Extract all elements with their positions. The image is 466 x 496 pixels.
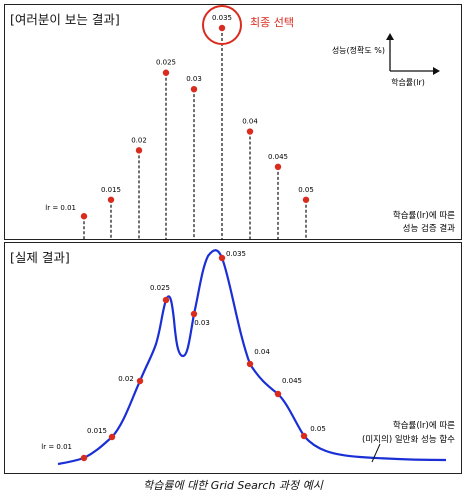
curve-label-0: lr = 0.01 — [41, 443, 72, 451]
curve-label-4: 0.03 — [194, 319, 210, 327]
grid-point-0 — [80, 213, 88, 220]
curve-point-4 — [190, 310, 198, 318]
curve-label-8: 0.05 — [310, 425, 326, 433]
curve-point-0 — [80, 454, 88, 462]
curve-label-2: 0.02 — [118, 375, 134, 383]
figure-caption: 학습률에 대한 Grid Search 과정 예시 — [143, 479, 323, 492]
curve-label-1: 0.015 — [87, 427, 107, 435]
curve-label-5: 0.035 — [226, 250, 246, 258]
bottom-chart-marks: lr = 0.01 0.015 0.02 0.025 0.03 0.035 0.04 0.04… — [41, 250, 326, 462]
curve-point-1 — [108, 433, 116, 441]
curve-point-3 — [162, 296, 170, 304]
top-note-line1: 학습률(lr)에 따른 — [393, 210, 455, 221]
curve-point-8 — [300, 432, 308, 440]
grid-point-2 — [135, 147, 143, 154]
generalization-curve — [57, 249, 447, 466]
bottom-panel-title: [실제 결과] — [10, 250, 70, 265]
axis-y-label: 성능(정확도 %) — [332, 45, 385, 55]
point-label-5: 0.035 — [212, 14, 232, 22]
grid-search-results-panel: [여러분이 보는 결과] — [4, 4, 462, 240]
curve-point-7 — [274, 390, 282, 398]
curve-point-2 — [136, 377, 144, 385]
curve-label-3: 0.025 — [150, 284, 170, 292]
grid-point-8 — [302, 196, 310, 203]
point-label-3: 0.025 — [156, 59, 176, 67]
axis-x-label: 학습률(lr) — [391, 77, 425, 87]
grid-point-4 — [190, 85, 198, 93]
curve-label-7: 0.045 — [282, 377, 302, 385]
callout-label: 최종 선택 — [250, 16, 294, 29]
point-label-0: lr = 0.01 — [45, 204, 76, 212]
note-pointer — [371, 443, 381, 463]
actual-results-panel: [실제 결과] — [4, 242, 462, 474]
grid-point-7 — [274, 163, 282, 171]
point-label-7: 0.045 — [268, 153, 288, 161]
point-label-8: 0.05 — [298, 186, 314, 194]
point-label-2: 0.02 — [131, 136, 147, 144]
bottom-note-line1: 학습률(lr)에 따른 — [393, 420, 455, 431]
point-label-1: 0.015 — [101, 186, 121, 194]
point-label-4: 0.03 — [186, 75, 202, 83]
curve-label-6: 0.04 — [254, 348, 270, 356]
axis-icon — [386, 33, 440, 75]
grid-point-6 — [246, 128, 254, 135]
bottom-note-line2: (미지의) 일반화 성능 함수 — [362, 434, 455, 445]
top-panel-title: [여러분이 보는 결과] — [10, 12, 120, 27]
selection-circle — [202, 5, 242, 45]
curve-point-5 — [218, 254, 226, 262]
grid-point-3 — [162, 69, 170, 76]
top-note-line2: 성능 검증 결과 — [403, 223, 456, 234]
top-chart-marks: lr = 0.01 0.015 0.02 0.025 0.03 0.035 0.04 0.04… — [45, 14, 314, 240]
point-label-6: 0.04 — [242, 118, 258, 126]
grid-point-1 — [107, 196, 115, 203]
curve-point-6 — [246, 360, 254, 368]
grid-point-5 — [218, 24, 226, 32]
